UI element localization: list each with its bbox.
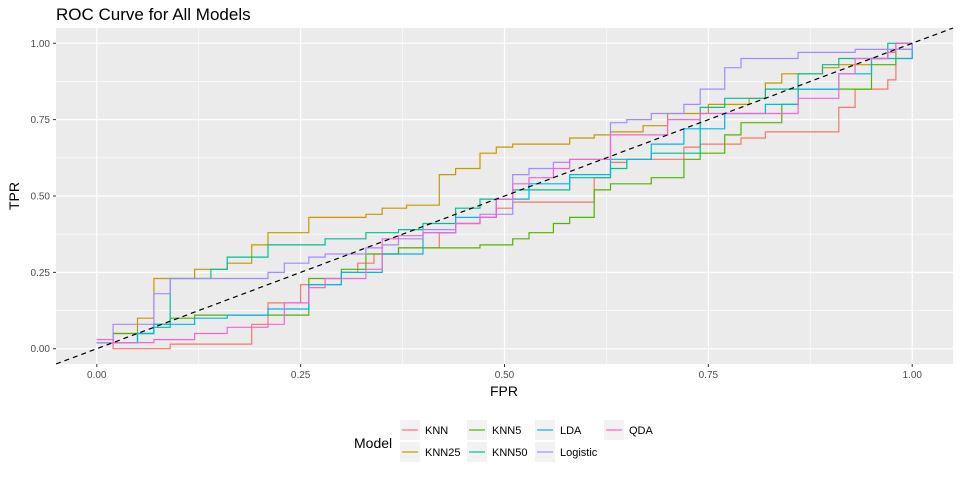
legend-label: KNN25 bbox=[425, 447, 460, 459]
legend-label: KNN bbox=[425, 425, 448, 437]
legend-label: Logistic bbox=[560, 447, 598, 459]
y-axis-title: TPR bbox=[6, 182, 22, 210]
legend-item-knn50: KNN50 bbox=[467, 442, 527, 462]
y-tick-label: 1.00 bbox=[31, 39, 51, 50]
legend-item-knn25: KNN25 bbox=[400, 442, 460, 462]
legend-items: KNN KNN25 KNN5 KNN50 LDA Logistic QDA bbox=[400, 420, 654, 462]
legend-label: LDA bbox=[560, 425, 582, 437]
legend-item-lda: LDA bbox=[535, 420, 582, 440]
roc-curve-qda bbox=[96, 42, 913, 344]
y-axis-ticks: 0.00 0.25 0.50 0.75 1.00 bbox=[31, 39, 56, 355]
x-tick-label: 1.00 bbox=[902, 370, 922, 381]
legend-item-knn: KNN bbox=[400, 420, 448, 440]
legend-label: QDA bbox=[629, 425, 654, 437]
legend-title: Model bbox=[354, 435, 392, 451]
chart-title: ROC Curve for All Models bbox=[56, 5, 251, 24]
legend-item-qda: QDA bbox=[604, 420, 654, 440]
y-tick-label: 0.00 bbox=[31, 344, 51, 355]
x-tick-label: 0.00 bbox=[87, 370, 107, 381]
x-tick-label: 0.25 bbox=[291, 370, 311, 381]
y-tick-label: 0.75 bbox=[31, 115, 51, 126]
diagonal-reference-line bbox=[55, 27, 954, 365]
y-tick-label: 0.25 bbox=[31, 268, 51, 279]
x-axis-ticks: 0.00 0.25 0.50 0.75 1.00 bbox=[87, 364, 922, 381]
x-tick-label: 0.75 bbox=[699, 370, 719, 381]
roc-curve-logistic bbox=[96, 43, 913, 344]
roc-curves bbox=[96, 42, 913, 350]
roc-curve-knn50 bbox=[96, 42, 913, 344]
legend-item-logistic: Logistic bbox=[535, 442, 598, 462]
legend-item-knn5: KNN5 bbox=[467, 420, 521, 440]
y-tick-label: 0.50 bbox=[31, 192, 51, 203]
x-tick-label: 0.50 bbox=[495, 370, 515, 381]
legend: Model KNN KNN25 KNN5 KNN50 LDA Logistic QDA bbox=[354, 420, 654, 462]
legend-label: KNN5 bbox=[492, 425, 521, 437]
x-axis-title: FPR bbox=[490, 383, 518, 399]
legend-label: KNN50 bbox=[492, 447, 527, 459]
